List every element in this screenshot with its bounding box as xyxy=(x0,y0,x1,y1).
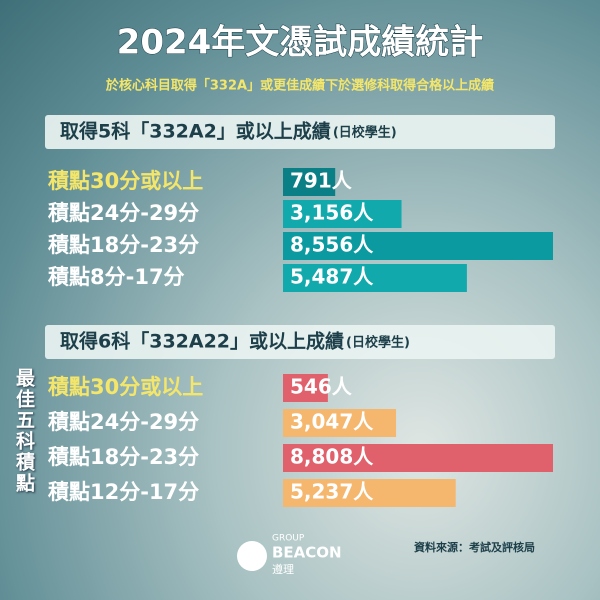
category-label: 積點18分-23分 xyxy=(48,445,199,469)
category-label: 積點24分-29分 xyxy=(48,410,199,434)
source: 資料來源：考試及評核局 xyxy=(414,540,535,554)
value-label: 5,237人 xyxy=(290,480,374,504)
category-label: 積點18分-23分 xyxy=(48,233,199,257)
logo-group: GROUP xyxy=(272,534,305,544)
subtitle: 於核心科目取得「332A」或更佳成績下於選修科取得合格以上成績 xyxy=(106,78,494,94)
logo-icon xyxy=(237,541,267,571)
logo-brand: BEACON xyxy=(272,544,342,562)
bar xyxy=(283,409,397,437)
bar xyxy=(283,479,456,507)
category-label: 積點30分或以上 xyxy=(48,375,203,399)
title: 2024年文憑試成績統計 xyxy=(117,23,484,63)
value-label: 5,487人 xyxy=(290,265,374,289)
category-label: 積點12分-17分 xyxy=(48,480,199,504)
bar xyxy=(283,264,467,292)
bar xyxy=(283,374,328,402)
category-label: 積點30分或以上 xyxy=(48,169,203,193)
bar xyxy=(283,168,336,196)
section-title: 取得5科「332A2」或以上成績 xyxy=(60,120,331,143)
section-title: 取得6科「332A22」或以上成績 xyxy=(60,330,344,353)
section-header xyxy=(45,115,555,149)
bar xyxy=(283,200,402,228)
logo-chinese: 遵理 xyxy=(272,562,294,576)
value-label: 3,156人 xyxy=(290,201,374,225)
bar xyxy=(283,444,553,472)
category-label: 積點24分-29分 xyxy=(48,201,199,225)
value-label: 8,808人 xyxy=(290,445,374,469)
section-subtitle: (日校學生) xyxy=(333,125,397,141)
section-subtitle: (日校學生) xyxy=(346,335,410,351)
side-label: 最佳五科積點 xyxy=(13,368,35,494)
section-header xyxy=(45,325,555,359)
category-label: 積點8分-17分 xyxy=(48,265,185,289)
bar xyxy=(283,232,553,260)
value-label: 8,556人 xyxy=(290,233,374,257)
value-label: 3,047人 xyxy=(290,410,374,434)
value-label: 791人 xyxy=(290,169,353,193)
value-label: 546人 xyxy=(290,375,353,399)
